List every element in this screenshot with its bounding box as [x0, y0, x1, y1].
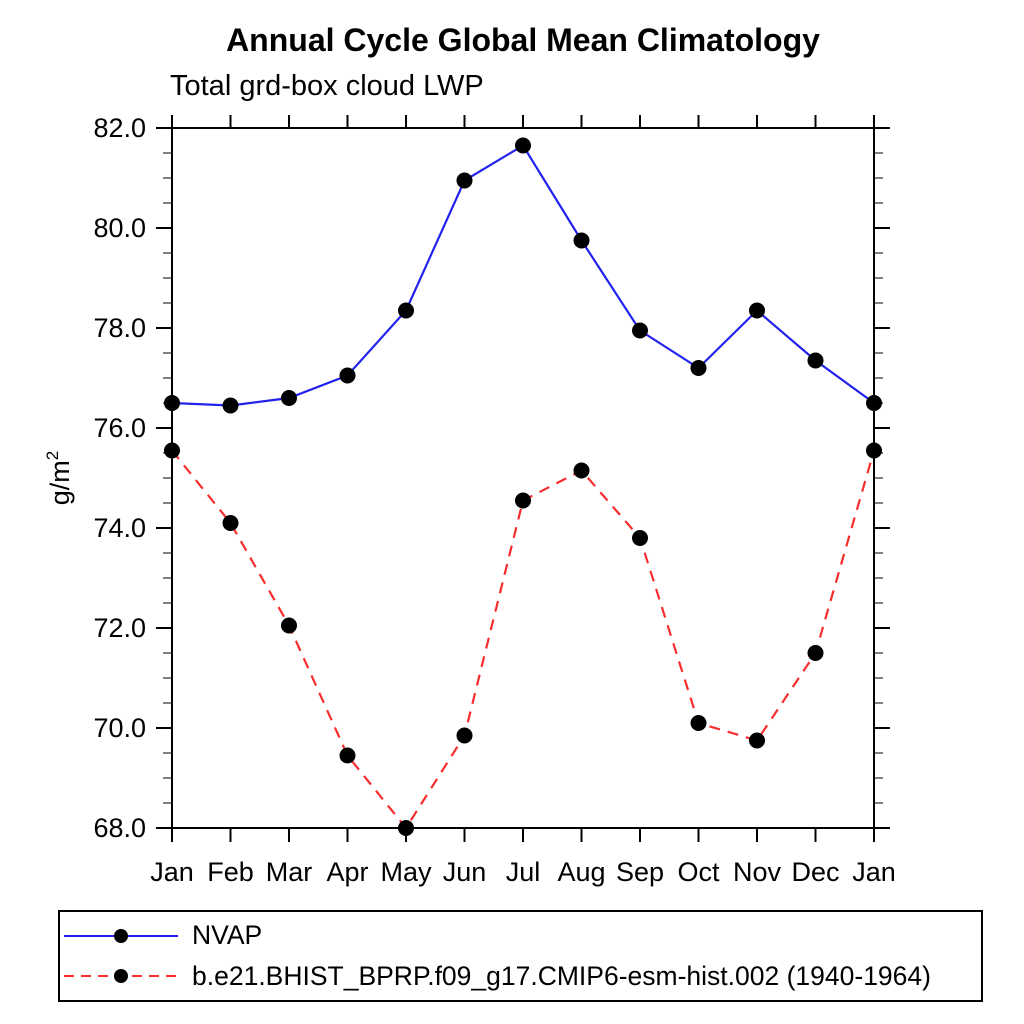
data-point-marker	[164, 395, 180, 411]
data-point-marker	[281, 390, 297, 406]
data-point-marker	[456, 172, 473, 189]
series-line-0	[171, 143, 875, 407]
x-tick-label: Oct	[677, 857, 720, 887]
data-point-marker	[749, 732, 765, 749]
legend-label: NVAP	[192, 920, 263, 951]
x-tick-label: Apr	[326, 857, 368, 887]
legend-swatch-dashed-line	[64, 969, 178, 984]
x-tick-label: Feb	[207, 857, 254, 887]
data-point-marker	[690, 360, 707, 376]
y-tick-label: 70.0	[93, 713, 146, 743]
data-point-marker	[866, 442, 882, 459]
x-tick-label: Jan	[852, 857, 896, 887]
data-point-marker	[573, 462, 590, 479]
x-tick-label: Jan	[150, 857, 194, 887]
legend-label: b.e21.BHIST_BPRP.f09_g17.CMIP6-esm-hist.…	[192, 960, 931, 991]
y-tick-label: 82.0	[93, 113, 146, 143]
data-point-marker	[339, 747, 356, 764]
data-point-marker	[515, 137, 531, 154]
data-point-marker	[398, 302, 414, 319]
data-point-marker	[749, 302, 765, 319]
plot-frame	[171, 127, 875, 829]
y-tick-label: 78.0	[93, 313, 146, 343]
data-point-marker	[456, 727, 473, 744]
data-point-marker	[281, 617, 297, 634]
x-tick-label: Jun	[443, 857, 487, 887]
x-tick-label: Sep	[616, 857, 664, 887]
data-point-marker	[398, 820, 414, 836]
x-tick-label: Dec	[791, 857, 839, 887]
y-tick-label: 72.0	[93, 613, 146, 643]
data-point-marker	[807, 645, 824, 661]
data-point-marker	[164, 442, 180, 459]
chart-title: Annual Cycle Global Mean Climatology	[226, 22, 820, 58]
x-tick-label: Nov	[733, 857, 782, 887]
data-point-marker	[807, 352, 824, 369]
chart-subtitle: Total grd-box cloud LWP	[170, 70, 484, 102]
data-point-marker	[515, 492, 531, 509]
y-tick-label: 76.0	[93, 413, 146, 443]
y-tick-label: 80.0	[93, 213, 146, 243]
y-tick-label: 68.0	[93, 813, 146, 843]
x-tick-label: Mar	[266, 857, 313, 887]
data-point-marker	[632, 530, 648, 546]
x-tick-label: Aug	[557, 857, 605, 887]
data-point-marker	[690, 715, 707, 731]
data-point-marker	[573, 232, 590, 249]
y-axis-title: g/m2	[43, 451, 75, 505]
legend-item-nvap: NVAP	[64, 919, 981, 953]
data-point-marker	[222, 397, 239, 414]
legend-box: NVAP b.e21.BHIST_BPRP.f09_g17.CMIP6-esm-…	[58, 910, 983, 1002]
x-tick-label: May	[380, 857, 432, 887]
data-point-marker	[339, 367, 356, 384]
y-tick-label: 74.0	[93, 513, 146, 543]
legend-item-model: b.e21.BHIST_BPRP.f09_g17.CMIP6-esm-hist.…	[64, 959, 981, 993]
legend-swatch-solid-line	[64, 928, 178, 943]
data-point-marker	[866, 395, 882, 411]
data-point-marker	[632, 322, 648, 339]
x-tick-label: Jul	[506, 857, 541, 887]
data-point-marker	[222, 515, 239, 531]
